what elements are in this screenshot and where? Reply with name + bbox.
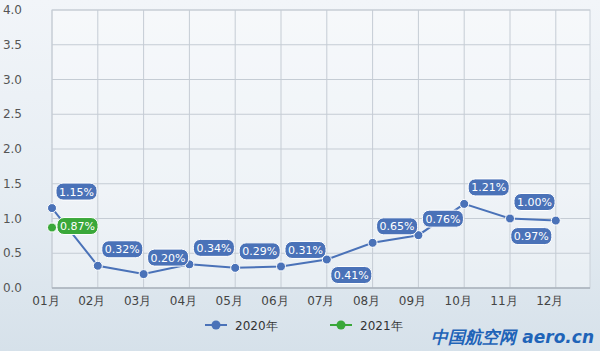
data-label: 0.76% xyxy=(425,213,460,226)
data-point xyxy=(506,214,515,223)
legend-marker xyxy=(212,321,221,330)
data-label: 0.65% xyxy=(380,220,415,233)
grid-line-vertical xyxy=(555,10,556,288)
legend-marker xyxy=(337,321,346,330)
grid-line-vertical xyxy=(326,10,327,288)
data-point xyxy=(48,223,57,232)
y-tick-label: 3.5 xyxy=(3,38,22,52)
series-line xyxy=(52,204,556,274)
data-label: 1.21% xyxy=(471,181,506,194)
grid xyxy=(52,10,590,288)
data-label: 0.97% xyxy=(514,230,549,243)
data-label-box xyxy=(377,218,418,235)
grid-line xyxy=(52,44,590,45)
x-tick-label: 01月 xyxy=(32,294,59,308)
watermark: 中国航空网 aero.cn xyxy=(431,327,594,347)
legend-label: 2021年 xyxy=(360,319,403,333)
x-axis xyxy=(52,288,590,289)
data-point xyxy=(368,238,377,247)
data-label-box xyxy=(511,228,552,245)
grid-line-vertical xyxy=(52,10,53,288)
grid-line xyxy=(52,79,590,80)
data-point xyxy=(93,261,102,270)
y-tick-label: 1.0 xyxy=(3,212,22,226)
grid-line-vertical xyxy=(418,10,419,288)
y-tick-label: 0.5 xyxy=(3,246,22,260)
data-label-box xyxy=(193,239,234,256)
grid-line xyxy=(52,10,590,11)
legend-label: 2020年 xyxy=(235,319,278,333)
x-tick-label: 05月 xyxy=(216,294,243,308)
grid-line-vertical xyxy=(189,10,190,288)
grid-line-vertical xyxy=(464,10,465,288)
y-tick-label: 2.0 xyxy=(3,142,22,156)
data-label-box xyxy=(239,243,280,260)
data-label-box xyxy=(514,194,555,211)
data-label-box xyxy=(331,267,372,284)
x-tick-label: 11月 xyxy=(490,294,517,308)
data-label: 0.20% xyxy=(151,252,186,265)
x-tick-label: 12月 xyxy=(536,294,563,308)
y-tick-label: 2.5 xyxy=(3,107,22,121)
data-label-box xyxy=(285,241,326,258)
y-tick-label: 0.0 xyxy=(3,281,22,295)
x-tick-label: 06月 xyxy=(261,294,288,308)
x-tick-label: 03月 xyxy=(124,294,151,308)
x-tick-label: 10月 xyxy=(445,294,472,308)
data-point xyxy=(139,270,148,279)
data-label: 0.31% xyxy=(288,244,323,257)
x-tick-label: 08月 xyxy=(353,294,380,308)
plot-area xyxy=(52,10,590,288)
data-label-box xyxy=(422,210,463,227)
data-label-box xyxy=(148,249,189,266)
data-label-box xyxy=(57,218,98,235)
y-tick-label: 4.0 xyxy=(3,3,22,17)
data-point xyxy=(48,204,57,213)
data-label-box xyxy=(468,179,509,196)
data-point xyxy=(277,262,286,271)
data-label: 1.00% xyxy=(517,196,552,209)
x-tick-label: 07月 xyxy=(307,294,334,308)
data-label: 0.87% xyxy=(60,220,95,233)
y-tick-label: 1.5 xyxy=(3,177,22,191)
x-tick-label: 09月 xyxy=(399,294,426,308)
data-label: 1.15% xyxy=(59,186,94,199)
grid-line-vertical xyxy=(510,10,511,288)
chart: 0.0 0.5 1.0 1.5 2.0 2.5 3.0 3.5 4.0 01月 02月 03月 04月 0… xyxy=(0,0,600,351)
data-label: 0.32% xyxy=(105,243,140,256)
grid-line xyxy=(52,114,590,115)
x-tick-label: 04月 xyxy=(170,294,197,308)
grid-line-vertical xyxy=(143,10,144,288)
data-label: 0.41% xyxy=(334,269,369,282)
grid-line xyxy=(52,288,590,289)
grid-line-vertical xyxy=(281,10,282,288)
grid-line-vertical xyxy=(97,10,98,288)
y-tick-label: 3.0 xyxy=(3,73,22,87)
data-point xyxy=(460,199,469,208)
legend: 2020年 2021年 xyxy=(205,319,403,333)
data-labels: 1.15% 0.32% 0.20% 0.34% 0.29% 0.31% 0.41% 0.65%… xyxy=(56,179,555,284)
x-tick-label: 02月 xyxy=(78,294,105,308)
data-point xyxy=(551,216,560,225)
data-label-box xyxy=(102,241,143,258)
data-label-box xyxy=(56,183,97,200)
series-group xyxy=(48,199,561,278)
data-label: 0.29% xyxy=(242,245,277,258)
data-point xyxy=(231,263,240,272)
grid-line xyxy=(52,149,590,150)
data-label: 0.34% xyxy=(196,242,231,255)
